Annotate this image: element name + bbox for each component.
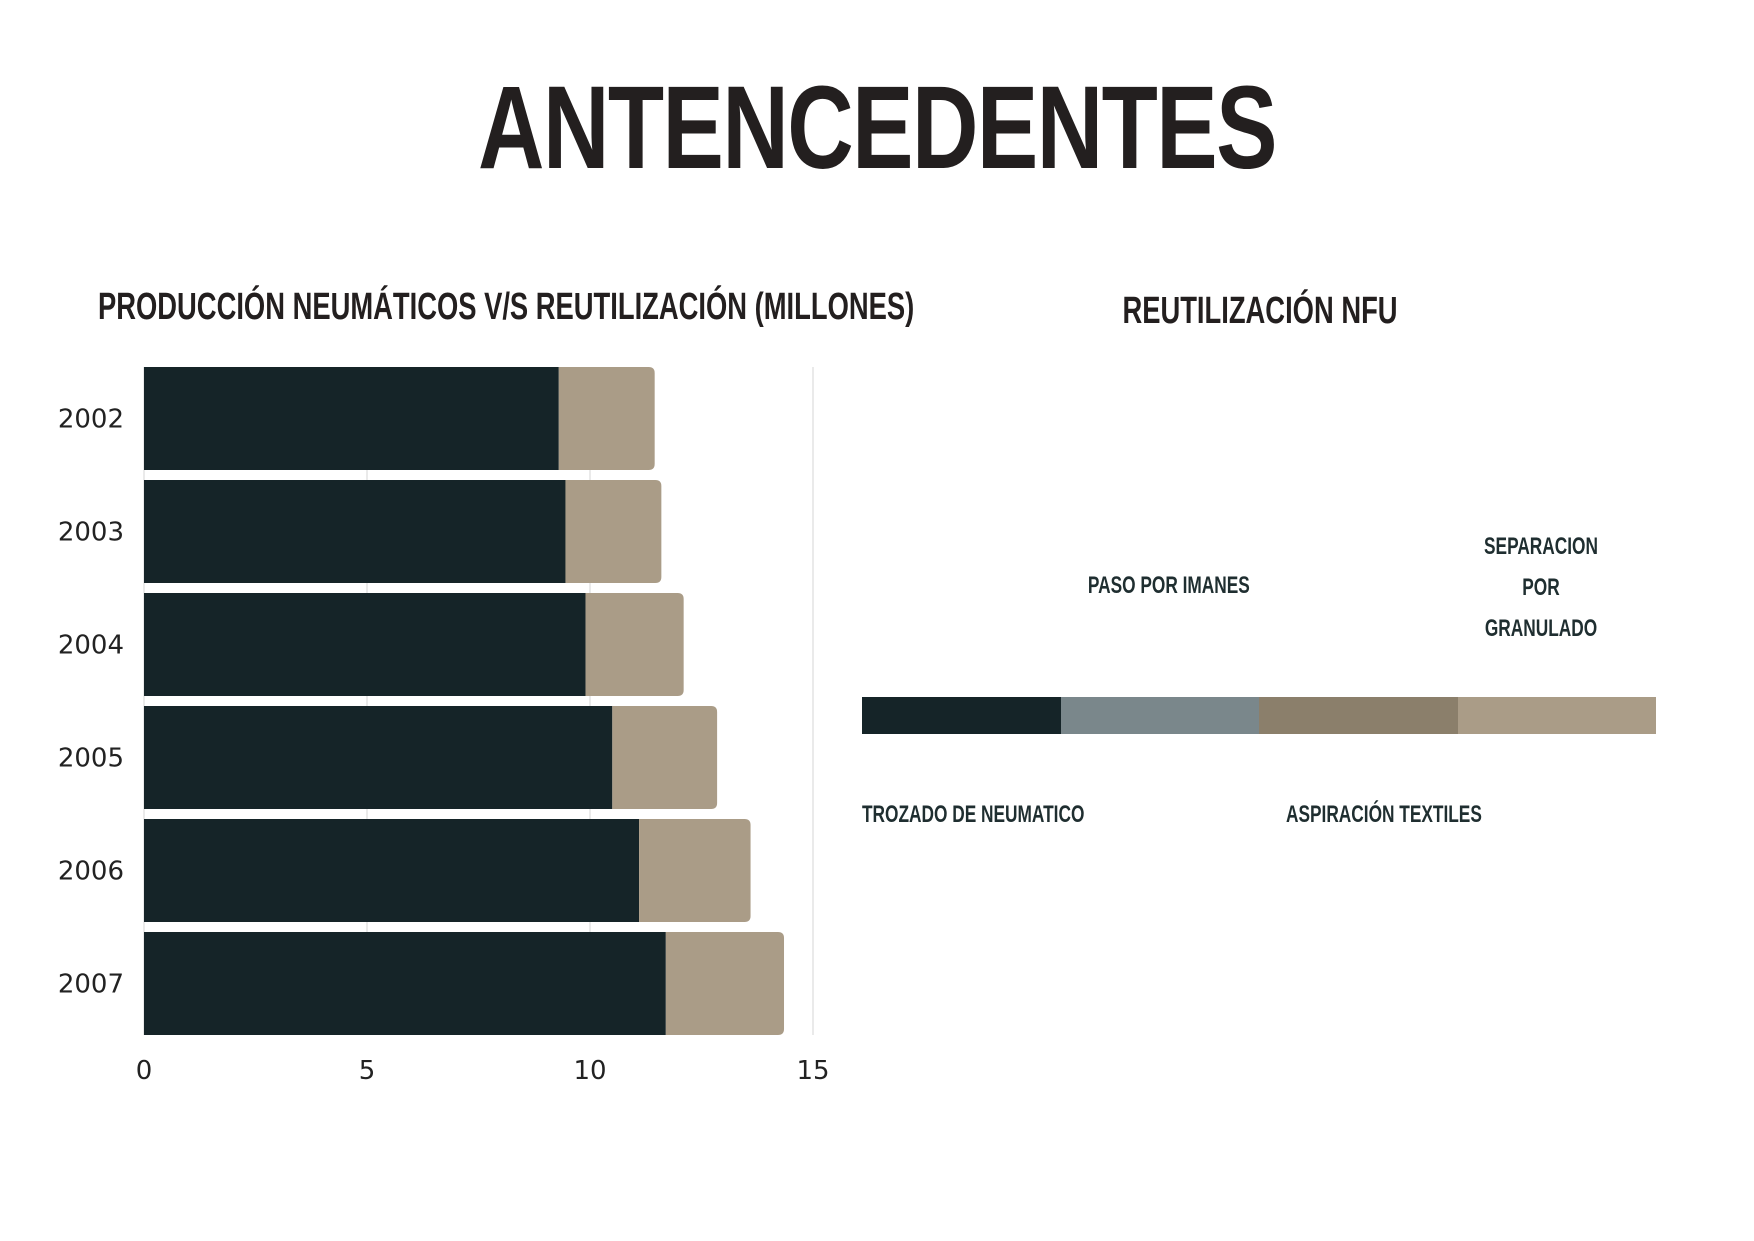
bar-reutilización-2002 <box>558 367 655 470</box>
y-tick-label: 2006 <box>58 857 124 887</box>
y-tick-label: 2007 <box>58 970 124 1000</box>
bar-producción-2002 <box>144 367 559 470</box>
nfu-segment-granulado <box>1457 697 1656 734</box>
bar-chart-title: PRODUCCIÓN NEUMÁTICOS V/S REUTILIZACIÓN … <box>98 286 915 328</box>
y-tick-label: 2003 <box>58 518 124 548</box>
x-tick-label: 0 <box>136 1056 153 1086</box>
y-tick-label: 2004 <box>58 631 124 661</box>
bar-producción-2007 <box>144 932 666 1035</box>
nfu-label-imanes: PASO POR IMANES <box>1087 572 1250 599</box>
nfu-process-bar <box>862 697 1656 734</box>
bar-reutilización-2004 <box>585 593 684 696</box>
x-tick-label: 15 <box>796 1056 829 1086</box>
bar-reutilización-2007 <box>665 932 785 1035</box>
page-title: ANTENCEDENTES <box>478 62 1277 194</box>
nfu-label-trozado: TROZADO DE NEUMATICO <box>862 801 1085 828</box>
bar-producción-2004 <box>144 593 586 696</box>
bar-producción-2003 <box>144 480 566 583</box>
x-tick-label: 10 <box>573 1056 606 1086</box>
nfu-segment-trozado <box>862 697 1061 734</box>
bar-reutilización-2006 <box>639 819 751 922</box>
nfu-segment-aspiracion <box>1259 697 1458 734</box>
bar-reutilización-2003 <box>565 480 662 583</box>
bar-producción-2005 <box>144 706 613 809</box>
bar-producción-2006 <box>144 819 640 922</box>
nfu-label-aspiracion: ASPIRACIÓN TEXTILES <box>1286 801 1482 828</box>
x-tick-label: 5 <box>359 1056 376 1086</box>
nfu-segment-imanes <box>1060 697 1259 734</box>
bar-reutilización-2005 <box>612 706 718 809</box>
y-tick-label: 2005 <box>58 744 124 774</box>
nfu-label-granulado: SEPARACION POR GRANULADO <box>1484 533 1598 642</box>
nfu-chart-title: REUTILIZACIÓN NFU <box>1122 290 1398 332</box>
y-tick-label: 2002 <box>58 405 124 435</box>
